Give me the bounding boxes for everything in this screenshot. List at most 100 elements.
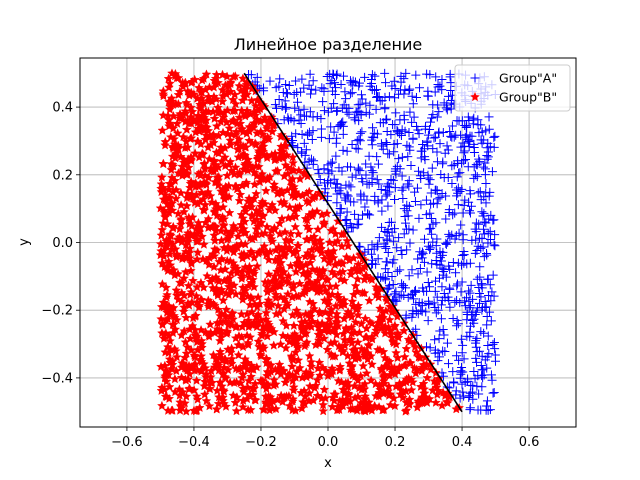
- point-group-b: [281, 374, 292, 384]
- point-group-b: [181, 406, 192, 416]
- point-group-b: [287, 375, 298, 386]
- point-group-a: [442, 100, 452, 110]
- point-group-a: [437, 188, 447, 198]
- point-group-b: [287, 396, 298, 406]
- point-group-a: [430, 132, 440, 142]
- point-group-b: [168, 161, 179, 171]
- point-group-b: [262, 286, 273, 297]
- point-group-a: [366, 249, 376, 259]
- point-group-b: [432, 376, 443, 387]
- point-group-a: [349, 113, 359, 123]
- point-group-b: [158, 91, 169, 101]
- point-group-a: [395, 265, 405, 275]
- point-group-b: [352, 274, 363, 284]
- point-group-b: [275, 270, 286, 281]
- point-group-a: [435, 253, 445, 263]
- point-group-a: [289, 116, 299, 126]
- point-group-b: [296, 387, 306, 398]
- point-group-a: [332, 106, 342, 116]
- point-group-b: [309, 231, 319, 241]
- point-group-a: [355, 99, 365, 109]
- point-group-a: [345, 76, 355, 86]
- point-group-b: [409, 363, 420, 373]
- point-group-b: [174, 277, 185, 287]
- point-group-a: [452, 281, 462, 291]
- point-group-b: [236, 273, 247, 283]
- point-group-b: [350, 344, 361, 354]
- point-group-a: [473, 120, 483, 130]
- point-group-a: [482, 312, 492, 322]
- point-group-b: [228, 220, 239, 231]
- point-group-b: [194, 402, 205, 413]
- point-group-b: [175, 397, 185, 407]
- point-group-b: [278, 330, 288, 340]
- point-group-b: [201, 395, 212, 406]
- point-group-a: [441, 239, 451, 249]
- point-group-a: [482, 401, 492, 411]
- point-group-b: [239, 152, 250, 162]
- point-group-b: [335, 364, 345, 374]
- point-group-a: [332, 106, 342, 116]
- point-group-b: [198, 73, 209, 83]
- point-group-a: [314, 168, 324, 178]
- point-group-a: [445, 72, 455, 82]
- point-group-a: [357, 127, 367, 137]
- point-group-a: [402, 140, 412, 150]
- point-group-b: [376, 363, 387, 373]
- point-group-b: [185, 333, 196, 343]
- point-group-a: [373, 198, 383, 208]
- point-group-a: [426, 117, 436, 127]
- point-group-b: [272, 165, 283, 176]
- point-group-b: [173, 72, 184, 83]
- point-group-a: [466, 280, 476, 290]
- point-group-b: [223, 233, 234, 243]
- point-group-a: [467, 235, 477, 245]
- point-group-b: [196, 356, 207, 367]
- point-group-a: [458, 387, 468, 397]
- point-group-b: [228, 71, 239, 82]
- point-group-b: [219, 362, 230, 372]
- point-group-a: [481, 178, 491, 188]
- point-group-b: [182, 99, 193, 110]
- point-group-b: [181, 200, 192, 211]
- point-group-a: [439, 264, 449, 274]
- point-group-a: [297, 74, 307, 84]
- point-group-b: [276, 129, 287, 140]
- point-group-b: [279, 196, 289, 207]
- point-group-b: [171, 352, 182, 362]
- point-group-b: [234, 195, 245, 206]
- point-group-a: [418, 139, 428, 149]
- point-group-b: [180, 374, 191, 384]
- point-group-b: [217, 69, 228, 80]
- point-group-a: [399, 229, 409, 239]
- point-group-b: [391, 381, 401, 391]
- point-group-b: [190, 127, 201, 137]
- point-group-a: [459, 258, 469, 268]
- point-group-b: [410, 368, 421, 378]
- point-group-b: [182, 158, 193, 168]
- point-group-b: [252, 261, 263, 271]
- point-group-b: [160, 140, 170, 150]
- point-group-b: [271, 309, 282, 319]
- point-group-b: [363, 339, 374, 350]
- point-group-a: [433, 194, 443, 204]
- point-group-b: [315, 308, 326, 318]
- point-group-b: [262, 121, 272, 132]
- point-group-a: [392, 266, 402, 276]
- point-group-a: [483, 341, 493, 351]
- point-group-a: [456, 220, 466, 230]
- point-group-a: [368, 168, 378, 178]
- point-group-b: [239, 91, 250, 102]
- point-group-b: [190, 311, 200, 321]
- point-group-b: [173, 268, 183, 279]
- point-group-a: [435, 139, 445, 149]
- point-group-a: [396, 290, 406, 300]
- point-group-a: [340, 193, 350, 203]
- scatter-points: [155, 68, 500, 416]
- point-group-a: [434, 334, 444, 344]
- point-group-b: [422, 372, 433, 383]
- point-group-a: [471, 353, 481, 363]
- point-group-b: [180, 266, 191, 277]
- point-group-a: [397, 279, 407, 289]
- point-group-a: [447, 178, 457, 188]
